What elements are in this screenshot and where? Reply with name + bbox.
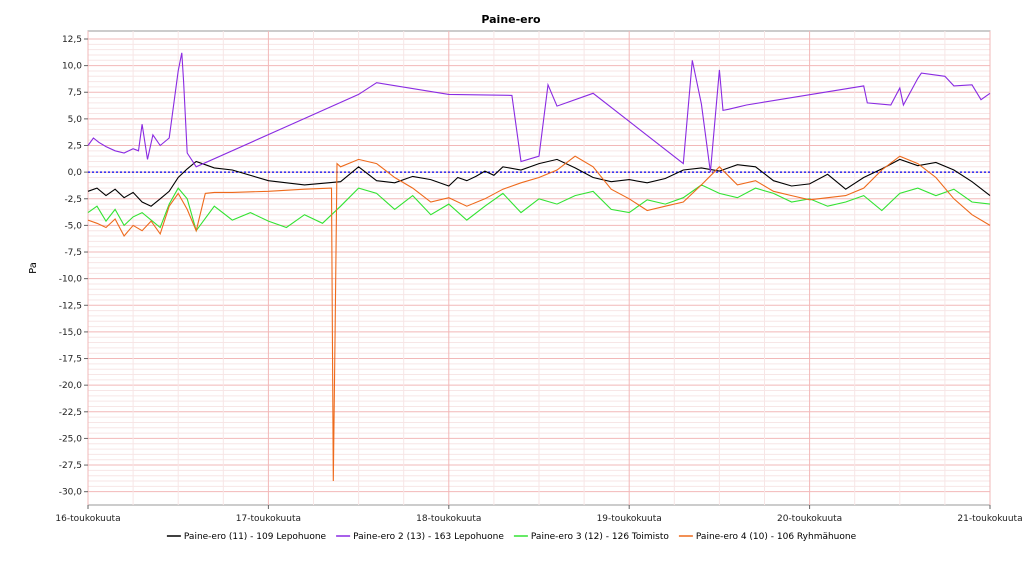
legend-item-1: Paine-ero (11) - 109 Lepohuone: [166, 532, 327, 542]
legend-item-2: Paine-ero 2 (13) - 163 Lepohuone: [336, 532, 504, 542]
legend-label: Paine-ero 2 (13) - 163 Lepohuone: [353, 532, 504, 542]
x-tick-label: 20-toukokuuta: [777, 514, 842, 524]
y-tick-label: -7,5: [64, 248, 82, 258]
y-tick-label: 10,0: [62, 62, 82, 72]
y-tick-label: -30,0: [59, 488, 83, 498]
legend-label: Paine-ero (11) - 109 Lepohuone: [184, 532, 327, 542]
y-tick-label: -17,5: [59, 355, 82, 365]
y-tick-label: -15,0: [59, 328, 83, 338]
x-tick-label: 16-toukokuuta: [55, 514, 120, 524]
y-tick-label: 5,0: [68, 115, 83, 125]
x-axis-ticks: 16-toukokuuta 17-toukokuuta 18-toukokuuta 1…: [55, 505, 1023, 524]
y-tick-label: -20,0: [59, 381, 83, 391]
y-tick-label: -5,0: [64, 221, 82, 231]
legend-item-3: Paine-ero 3 (12) - 126 Toimisto: [513, 532, 669, 542]
legend-label: Paine-ero 3 (12) - 126 Toimisto: [531, 532, 669, 542]
series-line-1: [87, 158, 991, 207]
x-tick-label: 18-toukokuuta: [416, 514, 481, 524]
x-tick-label: 19-toukokuuta: [597, 514, 662, 524]
legend: Paine-ero (11) - 109 Lepohuone Paine-ero …: [166, 532, 857, 542]
y-tick-label: -22,5: [59, 408, 82, 418]
legend-label: Paine-ero 4 (10) - 106 Ryhmähuone: [696, 532, 857, 542]
y-tick-label: 2,5: [68, 142, 82, 152]
x-tick-label: 17-toukokuuta: [236, 514, 301, 524]
series-line-3: [87, 184, 991, 232]
series-line-2: [87, 52, 991, 173]
y-tick-label: -27,5: [59, 461, 82, 471]
chart-title: Paine-ero: [481, 13, 541, 26]
series-layer: [87, 52, 991, 482]
y-axis-label: Pa: [28, 262, 39, 274]
y-tick-label: -25,0: [59, 434, 83, 444]
y-tick-label: -12,5: [59, 301, 82, 311]
y-tick-label: 0,0: [68, 168, 83, 178]
legend-item-4: Paine-ero 4 (10) - 106 Ryhmähuone: [678, 532, 857, 542]
y-tick-label: 7,5: [68, 88, 82, 98]
series-line-4: [87, 155, 991, 482]
y-tick-label: -10,0: [59, 275, 83, 285]
x-tick-label: 21-toukokuuta: [957, 514, 1022, 524]
y-axis-ticks: 12,5 10,0 7,5 5,0 2,5 0,0 -2,5 -5,0 -7,5 -10,0 -12…: [59, 35, 88, 498]
y-tick-label: 12,5: [62, 35, 82, 45]
y-tick-label: -2,5: [64, 195, 82, 205]
grid-lines: [87, 31, 991, 505]
